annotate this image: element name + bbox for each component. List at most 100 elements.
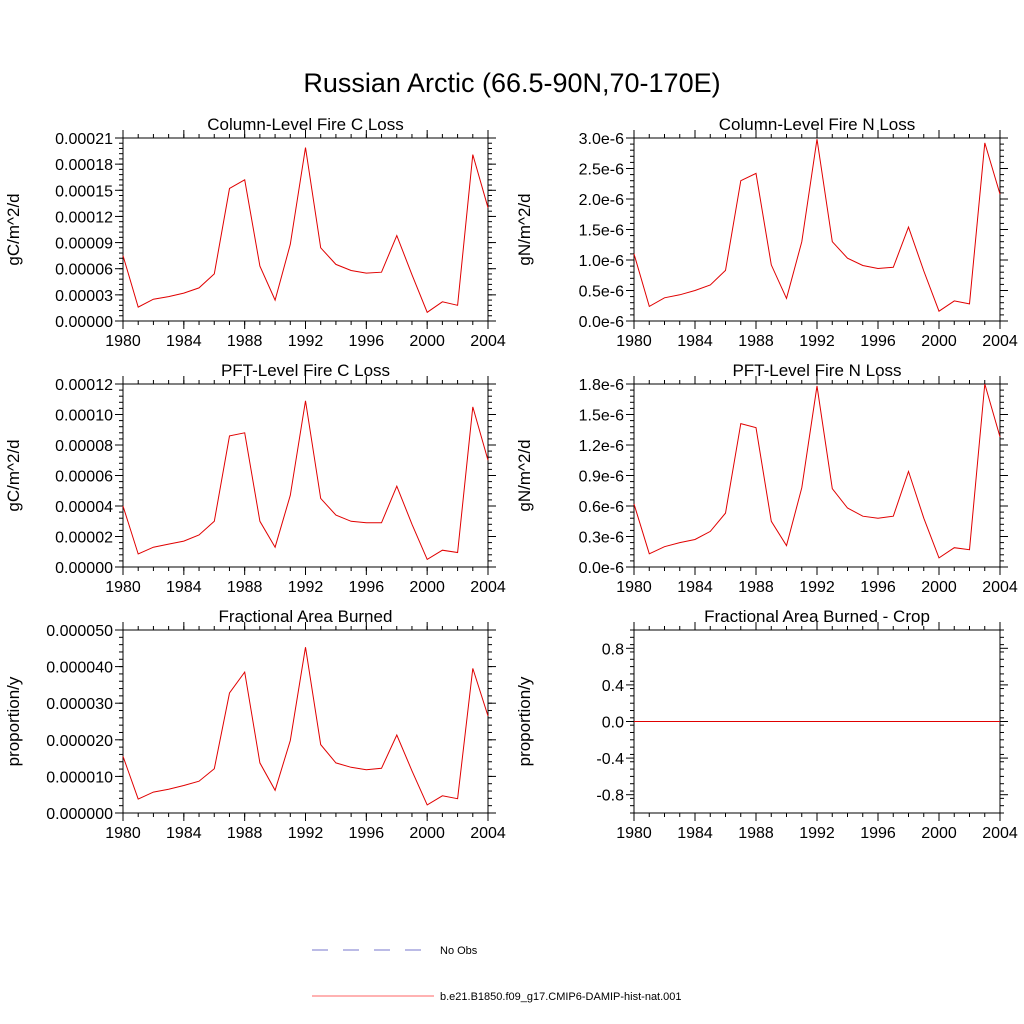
x-tick-label: 2000 — [921, 579, 957, 596]
x-tick-label: 1996 — [349, 825, 385, 842]
x-tick-label: 1988 — [738, 579, 774, 596]
x-tick-label: 1980 — [105, 825, 141, 842]
y-tick-label: 0.00003 — [55, 288, 113, 305]
panel-title: Column-Level Fire C Loss — [207, 115, 404, 134]
series-line — [122, 647, 489, 806]
chart-panel: Column-Level Fire C Loss gC/m^2/d 1980 1984… — [4, 115, 506, 350]
y-tick-label: 0.000010 — [46, 769, 113, 786]
y-tick-label: 0.9e-6 — [579, 469, 624, 486]
x-tick-label: 1996 — [860, 825, 896, 842]
x-tick-label: 1988 — [738, 825, 774, 842]
chart-panel: Fractional Area Burned - Crop proportion/… — [515, 607, 1018, 842]
x-tick-label: 2000 — [921, 333, 957, 350]
legend-entry: b.e21.B1850.f09_g17.CMIP6-DAMIP-hist-nat… — [312, 991, 682, 1003]
y-tick-label: 0.00006 — [55, 469, 113, 486]
y-axis-label: proportion/y — [4, 676, 23, 766]
plot-frame — [122, 137, 489, 322]
x-tick-label: 2004 — [470, 579, 506, 596]
x-tick-label: 1988 — [738, 333, 774, 350]
y-tick-label: 0.00006 — [55, 262, 113, 279]
y-tick-label: 1.0e-6 — [579, 253, 624, 270]
x-tick-label: 2004 — [982, 579, 1018, 596]
x-tick-label: 2004 — [982, 333, 1018, 350]
plot-frame — [122, 629, 489, 814]
x-tick-label: 1984 — [677, 579, 713, 596]
y-tick-label: 1.8e-6 — [579, 377, 624, 394]
y-tick-label: 0.00012 — [55, 377, 113, 394]
x-tick-label: 1984 — [166, 825, 202, 842]
x-tick-label: 1980 — [616, 825, 652, 842]
legend-entry: No Obs — [312, 945, 478, 957]
y-tick-label: 0.00010 — [55, 408, 113, 425]
x-tick-label: 1996 — [349, 333, 385, 350]
series-line — [122, 147, 489, 314]
y-tick-label: 0.00009 — [55, 236, 113, 253]
x-tick-label: 1996 — [860, 333, 896, 350]
x-tick-label: 2000 — [409, 333, 445, 350]
x-tick-label: 1992 — [288, 333, 324, 350]
y-tick-label: 0.0e-6 — [579, 560, 624, 577]
y-tick-label: 0.00002 — [55, 530, 113, 547]
x-tick-label: 1992 — [799, 333, 835, 350]
y-tick-label: 0.3e-6 — [579, 530, 624, 547]
y-tick-label: 2.5e-6 — [579, 162, 624, 179]
plot-frame — [122, 383, 489, 568]
x-tick-label: 1988 — [227, 825, 263, 842]
x-tick-label: 1992 — [288, 825, 324, 842]
x-tick-label: 2004 — [470, 825, 506, 842]
y-tick-label: 0.000050 — [46, 623, 113, 640]
y-tick-label: 1.5e-6 — [579, 223, 624, 240]
x-tick-label: 2004 — [470, 333, 506, 350]
x-tick-label: 1980 — [616, 333, 652, 350]
y-tick-label: 0.00015 — [55, 183, 113, 200]
x-tick-label: 1984 — [677, 825, 713, 842]
y-tick-label: 0.000020 — [46, 733, 113, 750]
x-tick-label: 1984 — [166, 333, 202, 350]
x-tick-label: 1992 — [799, 825, 835, 842]
y-tick-label: -0.8 — [596, 788, 624, 805]
panel-title: Fractional Area Burned — [219, 607, 393, 626]
y-tick-label: 0.0 — [602, 715, 624, 732]
y-tick-label: 3.0e-6 — [579, 131, 624, 148]
y-axis-label: gC/m^2/d — [4, 193, 23, 265]
y-tick-label: 0.00021 — [55, 131, 113, 148]
y-tick-label: 0.6e-6 — [579, 499, 624, 516]
chart-panel: Column-Level Fire N Loss gN/m^2/d 1980 1984… — [515, 115, 1018, 350]
x-tick-label: 1980 — [616, 579, 652, 596]
x-tick-label: 1996 — [349, 579, 385, 596]
y-tick-label: 2.0e-6 — [579, 192, 624, 209]
y-tick-label: 0.000040 — [46, 660, 113, 677]
x-tick-label: 1992 — [799, 579, 835, 596]
x-tick-label: 1980 — [105, 333, 141, 350]
legend-label: No Obs — [440, 945, 478, 957]
y-tick-label: 0.00018 — [55, 157, 113, 174]
y-tick-label: 0.00012 — [55, 209, 113, 226]
y-axis-label: gN/m^2/d — [515, 193, 534, 265]
y-axis-label: gN/m^2/d — [515, 439, 534, 511]
y-axis-label: proportion/y — [515, 676, 534, 766]
y-tick-label: 0.000030 — [46, 696, 113, 713]
x-tick-label: 1984 — [166, 579, 202, 596]
y-tick-label: 0.00008 — [55, 438, 113, 455]
panel-title: PFT-Level Fire C Loss — [221, 361, 390, 380]
chart-panel: PFT-Level Fire N Loss gN/m^2/d 1980 1984 198… — [515, 361, 1018, 596]
panel-title: Fractional Area Burned - Crop — [704, 607, 930, 626]
legend-label: b.e21.B1850.f09_g17.CMIP6-DAMIP-hist-nat… — [440, 991, 682, 1003]
figure-title: Russian Arctic (66.5-90N,70-170E) — [303, 68, 720, 98]
x-tick-label: 1992 — [288, 579, 324, 596]
y-tick-label: 0.000000 — [46, 806, 113, 823]
x-tick-label: 2000 — [409, 579, 445, 596]
plot-frame — [633, 383, 1001, 568]
x-tick-label: 1996 — [860, 579, 896, 596]
x-tick-label: 2000 — [921, 825, 957, 842]
panel-title: Column-Level Fire N Loss — [719, 115, 916, 134]
y-tick-label: 0.00000 — [55, 314, 113, 331]
panels: Column-Level Fire C Loss gC/m^2/d 1980 1984… — [4, 115, 1018, 842]
y-tick-label: 0.8 — [602, 641, 624, 658]
y-tick-label: 0.4 — [602, 678, 624, 695]
y-tick-label: -0.4 — [596, 751, 624, 768]
x-tick-label: 2000 — [409, 825, 445, 842]
y-tick-label: 0.00000 — [55, 560, 113, 577]
series-line — [633, 139, 1001, 312]
